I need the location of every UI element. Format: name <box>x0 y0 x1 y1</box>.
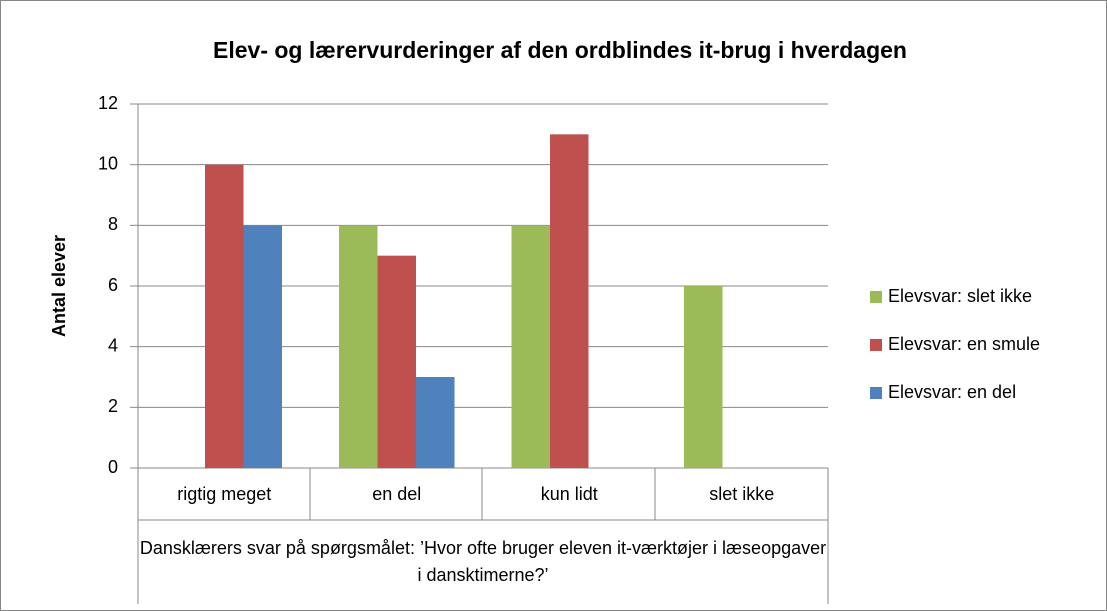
x-tick-label: en del <box>372 484 421 504</box>
legend-label: Elevsvar: slet ikke <box>888 286 1032 306</box>
bar <box>243 225 282 468</box>
y-tick-label: 2 <box>108 396 118 416</box>
bar <box>511 225 550 468</box>
y-tick-label: 6 <box>108 275 118 295</box>
x-axis-label: Dansklærers svar på spørgsmålet: ’Hvor o… <box>139 538 827 585</box>
legend-label: Elevsvar: en del <box>888 382 1016 402</box>
y-axis-label: Antal elever <box>49 235 69 337</box>
bar <box>550 134 589 469</box>
y-tick-label: 8 <box>108 214 118 234</box>
legend-swatch <box>870 291 882 303</box>
legend-label: Elevsvar: en smule <box>888 334 1040 354</box>
legend-swatch <box>870 339 882 351</box>
chart-title: Elev- og lærervurderinger af den ordblin… <box>213 37 907 63</box>
y-tick-label: 0 <box>108 457 118 477</box>
y-tick-label: 10 <box>98 153 118 173</box>
x-tick-label: slet ikke <box>709 484 774 504</box>
bar <box>377 255 416 468</box>
axis-frame <box>137 104 829 604</box>
x-tick-label: kun lidt <box>541 484 598 504</box>
bar <box>684 286 723 468</box>
y-tick-label: 12 <box>98 93 118 113</box>
y-tick-label: 4 <box>108 335 118 355</box>
bar <box>339 225 378 468</box>
bar <box>205 164 244 468</box>
bar <box>416 377 455 468</box>
legend-swatch <box>870 387 882 399</box>
x-tick-label: rigtig meget <box>177 484 271 504</box>
